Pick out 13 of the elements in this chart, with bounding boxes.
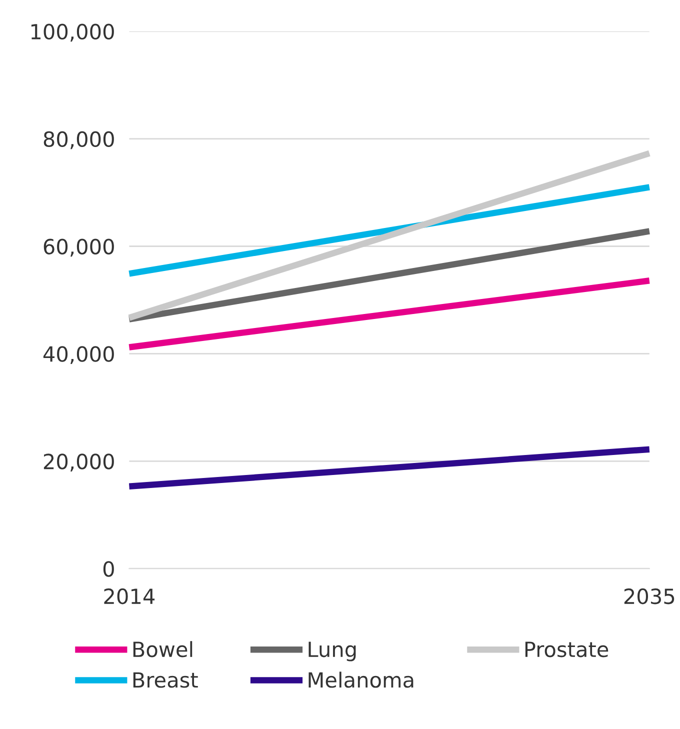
legend-label: Breast — [133, 672, 198, 688]
x-tick-label: 2035 — [624, 588, 674, 604]
legend-label: Melanoma — [308, 672, 414, 688]
y-tick-label: 0 — [103, 561, 114, 577]
y-tick-label: 100,000 — [31, 24, 114, 42]
y-tick-label: 80,000 — [44, 131, 114, 150]
legend-label: Lung — [308, 642, 356, 662]
x-tick-label: 2014 — [104, 588, 155, 604]
legend-label: Bowel — [133, 641, 192, 658]
y-tick-label: 20,000 — [44, 454, 114, 472]
legend-label: Prostate — [525, 642, 608, 658]
y-tick-label: 60,000 — [44, 238, 114, 257]
y-tick-label: 40,000 — [43, 346, 114, 364]
